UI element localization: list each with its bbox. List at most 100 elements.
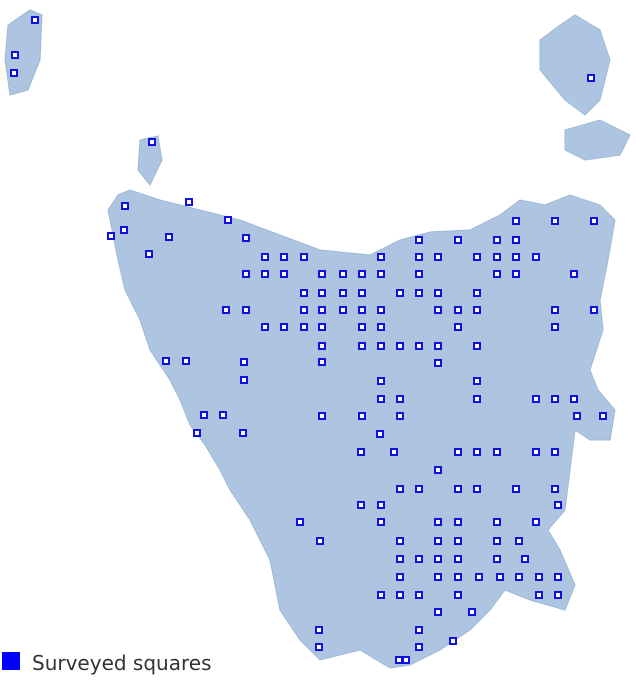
surveyed-square [396, 289, 404, 297]
surveyed-square [396, 573, 404, 581]
surveyed-square [280, 270, 288, 278]
surveyed-square [280, 323, 288, 331]
surveyed-square [473, 289, 481, 297]
surveyed-square [318, 289, 326, 297]
surveyed-square [473, 342, 481, 350]
surveyed-square [590, 306, 598, 314]
surveyed-square [396, 591, 404, 599]
surveyed-square [318, 412, 326, 420]
surveyed-square [300, 253, 308, 261]
surveyed-square [242, 306, 250, 314]
surveyed-square [449, 637, 457, 645]
surveyed-square [473, 395, 481, 403]
surveyed-square [493, 555, 501, 563]
surveyed-square [551, 323, 559, 331]
surveyed-square [415, 236, 423, 244]
surveyed-square [551, 217, 559, 225]
surveyed-square [31, 16, 39, 24]
surveyed-square [396, 412, 404, 420]
surveyed-square [377, 306, 385, 314]
surveyed-square [415, 270, 423, 278]
robbins-island [137, 135, 163, 186]
surveyed-square [300, 289, 308, 297]
surveyed-square [377, 518, 385, 526]
surveyed-square [512, 236, 520, 244]
surveyed-square [200, 411, 208, 419]
surveyed-square [512, 270, 520, 278]
surveyed-square [454, 236, 462, 244]
surveyed-square [493, 270, 501, 278]
surveyed-square [532, 395, 540, 403]
surveyed-square [261, 323, 269, 331]
surveyed-square [554, 501, 562, 509]
surveyed-square [402, 656, 410, 664]
surveyed-square [473, 485, 481, 493]
surveyed-square [358, 412, 366, 420]
surveyed-square [496, 573, 504, 581]
surveyed-square [396, 395, 404, 403]
surveyed-square [358, 306, 366, 314]
surveyed-square [10, 69, 18, 77]
surveyed-square [396, 537, 404, 545]
surveyed-square [222, 306, 230, 314]
legend-swatch [2, 652, 20, 670]
surveyed-square [315, 643, 323, 651]
surveyed-square [590, 217, 598, 225]
surveyed-square [182, 357, 190, 365]
surveyed-square [339, 306, 347, 314]
surveyed-square [493, 253, 501, 261]
surveyed-square [551, 448, 559, 456]
surveyed-square [318, 323, 326, 331]
surveyed-square [358, 323, 366, 331]
surveyed-square [475, 573, 483, 581]
surveyed-square [599, 412, 607, 420]
surveyed-square [515, 573, 523, 581]
surveyed-square [554, 573, 562, 581]
surveyed-square [318, 270, 326, 278]
surveyed-square [434, 573, 442, 581]
surveyed-square [377, 591, 385, 599]
surveyed-square [296, 518, 304, 526]
surveyed-square [493, 518, 501, 526]
surveyed-square [390, 448, 398, 456]
surveyed-square [242, 270, 250, 278]
surveyed-square [535, 591, 543, 599]
surveyed-square [415, 485, 423, 493]
surveyed-square [145, 250, 153, 258]
surveyed-square [473, 306, 481, 314]
surveyed-square [454, 518, 462, 526]
surveyed-square [515, 537, 523, 545]
surveyed-square [165, 233, 173, 241]
surveyed-square [415, 253, 423, 261]
surveyed-square [377, 501, 385, 509]
surveyed-square [415, 289, 423, 297]
surveyed-square [239, 429, 247, 437]
surveyed-square [148, 138, 156, 146]
surveyed-square [535, 573, 543, 581]
surveyed-square [224, 216, 232, 224]
surveyed-square [551, 395, 559, 403]
surveyed-square [377, 270, 385, 278]
surveyed-square [468, 608, 476, 616]
surveyed-square [339, 289, 347, 297]
surveyed-square [473, 377, 481, 385]
surveyed-square [395, 656, 403, 664]
surveyed-square [454, 306, 462, 314]
surveyed-square [570, 395, 578, 403]
surveyed-square [315, 626, 323, 634]
surveyed-square [396, 555, 404, 563]
surveyed-square [454, 537, 462, 545]
surveyed-square [454, 323, 462, 331]
surveyed-square [376, 430, 384, 438]
surveyed-square [107, 232, 115, 240]
legend-label: Surveyed squares [32, 651, 211, 675]
surveyed-square [434, 537, 442, 545]
surveyed-square [358, 342, 366, 350]
surveyed-square [493, 236, 501, 244]
surveyed-square [261, 270, 269, 278]
surveyed-square [300, 306, 308, 314]
surveyed-square [11, 51, 19, 59]
surveyed-square [377, 323, 385, 331]
